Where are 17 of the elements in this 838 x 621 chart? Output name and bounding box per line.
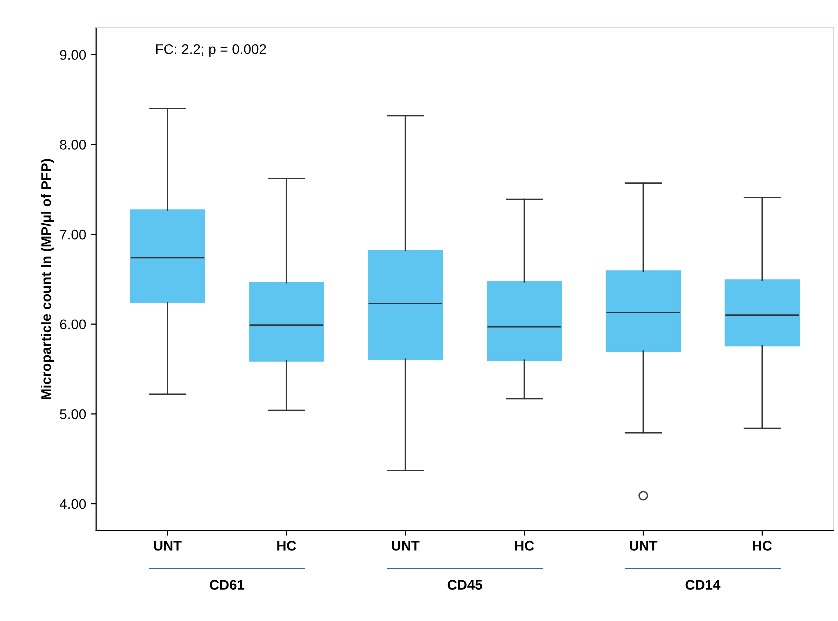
y-tick-label: 7.00 — [60, 230, 86, 240]
x-tick-label: HC — [278, 541, 296, 551]
x-tick-label: UNT — [392, 541, 420, 551]
x-tick-label: UNT — [154, 541, 182, 551]
annotation: FC: 2.2; p = 0.002 — [156, 44, 266, 58]
y-tick-label: 5.00 — [60, 410, 86, 420]
x-tick-label: UNT — [630, 541, 658, 551]
y-tick-label: 8.00 — [60, 140, 86, 150]
y-tick-label: 4.00 — [60, 499, 86, 510]
y-tick-label: 9.00 — [60, 50, 86, 60]
text: CD45 — [448, 580, 482, 590]
x-tick-label: HC — [753, 541, 772, 551]
text: CD61 — [210, 580, 245, 590]
y-axis-title: Microparticle count ln (MP/µl of PFP) — [41, 159, 54, 400]
y-tick-label: 6.00 — [60, 320, 86, 330]
x-tick-label: HC — [515, 541, 534, 551]
text: CD14 — [686, 580, 721, 590]
